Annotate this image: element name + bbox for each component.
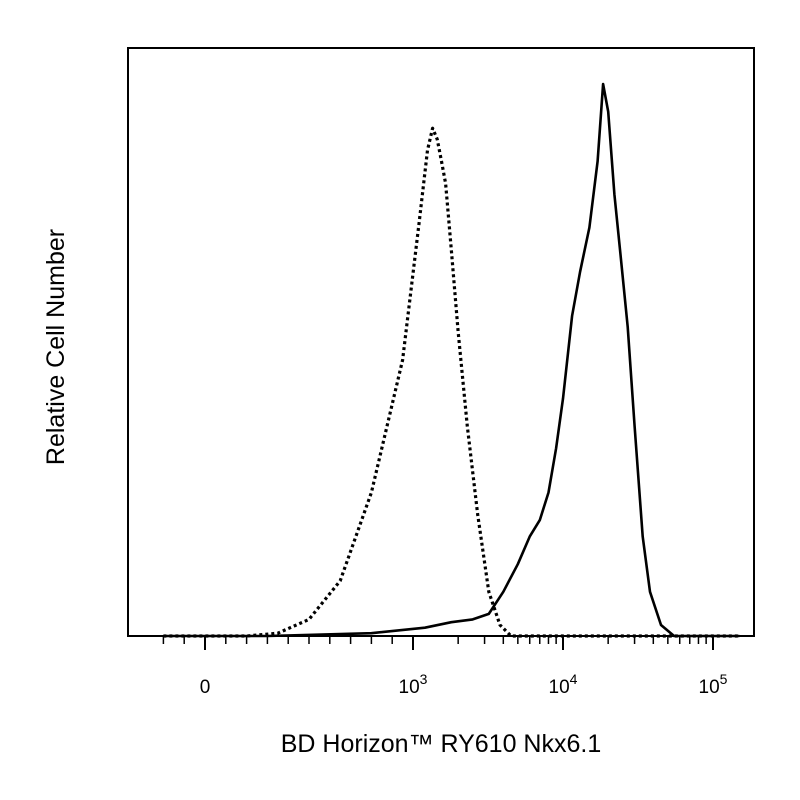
series-layer bbox=[163, 82, 740, 638]
x-tick-label: 103 bbox=[399, 671, 428, 698]
x-tick-label: 105 bbox=[699, 671, 728, 698]
x-tick-labels: 0 103 104 105 bbox=[200, 671, 728, 698]
x-major-ticks bbox=[204, 636, 714, 650]
series-line-solid bbox=[163, 82, 740, 638]
x-axis-title: BD Horizon™ RY610 Nkx6.1 bbox=[281, 730, 602, 758]
y-axis-title: Relative Cell Number bbox=[42, 229, 70, 465]
x-tick-label: 104 bbox=[549, 671, 578, 698]
x-minor-ticks bbox=[162, 636, 707, 644]
series-line-dotted bbox=[163, 126, 740, 638]
x-tick-label: 0 bbox=[200, 677, 211, 698]
plot-frame bbox=[127, 47, 755, 637]
